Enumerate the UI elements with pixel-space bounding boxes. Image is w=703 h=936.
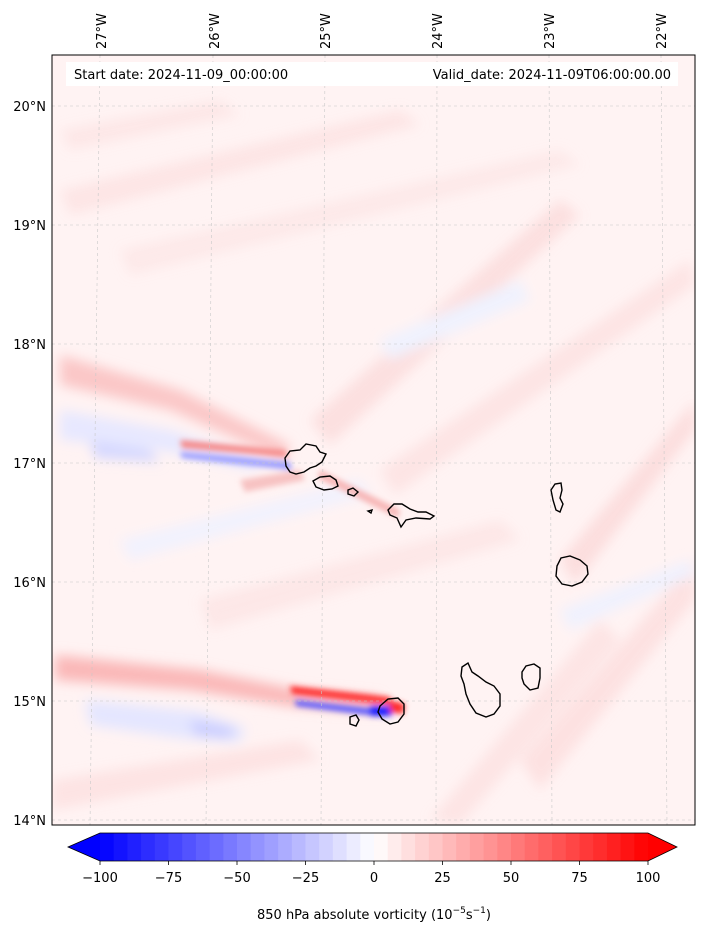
colorbar-segment: [552, 833, 567, 861]
lat-label: 19°N: [13, 219, 46, 234]
cb-tick-label: −100: [82, 871, 118, 886]
cb-tick-label: 75: [571, 871, 588, 886]
colorbar-min-extend: [68, 833, 100, 861]
cb-tick-label: −50: [223, 871, 250, 886]
cb-tick-label: 0: [370, 871, 378, 886]
colorbar-title-exp2: −1: [473, 906, 486, 916]
coastlines: [284, 443, 589, 727]
colorbar-title-exp1: −5: [453, 906, 466, 916]
colorbar-segment: [565, 833, 580, 861]
colorbar-segment: [442, 833, 457, 861]
island-fogo: [377, 697, 405, 725]
colorbar-segment: [415, 833, 430, 861]
island-santiago: [460, 661, 501, 718]
colorbar-title-main: 850 hPa absolute vorticity (10: [257, 908, 453, 923]
colorbar-title-end: ): [486, 908, 491, 923]
vorticity-field: [52, 100, 695, 825]
colorbar-segment: [237, 833, 252, 861]
colorbar-segment: [154, 833, 169, 861]
cb-tick-label: 100: [636, 871, 661, 886]
header-box: [66, 62, 678, 86]
colorbar-segment: [195, 833, 210, 861]
colorbar-ticks: [99, 861, 649, 865]
colorbar-segment: [483, 833, 498, 861]
lon-label: 27°W: [95, 13, 110, 49]
colorbar-segment: [456, 833, 471, 861]
longitude-labels: 27°W 26°W 25°W 24°W 23°W 22°W: [95, 13, 670, 49]
colorbar-segment: [497, 833, 512, 861]
graticule: [52, 55, 695, 825]
colorbar-segment: [141, 833, 156, 861]
lon-label: 26°W: [208, 13, 223, 49]
lat-label: 18°N: [13, 338, 46, 353]
cb-tick-label: 50: [503, 871, 520, 886]
latitude-labels: 20°N 19°N 18°N 17°N 16°N 15°N 14°N: [13, 100, 46, 829]
island-boa-vista: [555, 555, 589, 587]
colorbar-segment: [360, 833, 375, 861]
lon-label: 22°W: [655, 13, 670, 49]
colorbar-segment: [538, 833, 553, 861]
colorbar-segment: [332, 833, 347, 861]
cb-tick-label: 25: [434, 871, 451, 886]
colorbar-segment: [606, 833, 621, 861]
cb-tick-label: −75: [155, 871, 182, 886]
valid-date-label: Valid_date: 2024-11-09T06:00:00.00: [433, 68, 671, 83]
island-sal: [550, 482, 564, 513]
lat-label: 17°N: [13, 457, 46, 472]
island-santa-luzia: [347, 487, 360, 497]
colorbar-segments: [100, 833, 649, 861]
lon-label: 25°W: [319, 13, 334, 49]
colorbar-segment: [620, 833, 635, 861]
island-sao-vicente: [312, 475, 339, 491]
colorbar-segment: [593, 833, 608, 861]
colorbar-segment: [319, 833, 334, 861]
colorbar-segment: [346, 833, 361, 861]
colorbar-segment: [113, 833, 128, 861]
island-branco: [366, 509, 374, 515]
lat-label: 15°N: [13, 695, 46, 710]
colorbar-segment: [100, 833, 115, 861]
colorbar-max-extend: [648, 833, 677, 861]
colorbar-tick-labels: −100 −75 −50 −25 0 25 50 75 100: [82, 871, 660, 886]
colorbar-segment: [250, 833, 265, 861]
colorbar-title: 850 hPa absolute vorticity (10−5s−1): [257, 906, 491, 923]
colorbar-segment: [182, 833, 197, 861]
lat-label: 20°N: [13, 100, 46, 115]
cb-tick-label: −25: [292, 871, 319, 886]
start-date-label: Start date: 2024-11-09_00:00:00: [74, 68, 288, 83]
lat-label: 16°N: [13, 576, 46, 591]
colorbar-segment: [305, 833, 320, 861]
colorbar-segment: [579, 833, 594, 861]
colorbar: −100 −75 −50 −25 0 25 50 75 100 850 hPa …: [67, 832, 678, 923]
colorbar-segment: [223, 833, 238, 861]
colorbar-segment: [264, 833, 279, 861]
lon-label: 23°W: [543, 13, 558, 49]
colorbar-segment: [511, 833, 526, 861]
colorbar-title-mid: s: [466, 908, 473, 923]
lat-label: 14°N: [13, 814, 46, 829]
colorbar-segment: [401, 833, 416, 861]
colorbar-segment: [387, 833, 402, 861]
colorbar-segment: [428, 833, 443, 861]
colorbar-segment: [374, 833, 389, 861]
island-santo-antao: [284, 443, 327, 475]
map-frame: [51, 54, 696, 826]
island-brava: [349, 714, 360, 727]
island-maio: [521, 663, 541, 691]
island-sao-nicolau: [387, 503, 436, 529]
colorbar-segment: [168, 833, 183, 861]
colorbar-segment: [291, 833, 306, 861]
colorbar-segment: [209, 833, 224, 861]
colorbar-segment: [634, 833, 649, 861]
colorbar-segment: [524, 833, 539, 861]
colorbar-segment: [127, 833, 142, 861]
colorbar-segment: [278, 833, 293, 861]
colorbar-segment: [469, 833, 484, 861]
lon-label: 24°W: [431, 13, 446, 49]
